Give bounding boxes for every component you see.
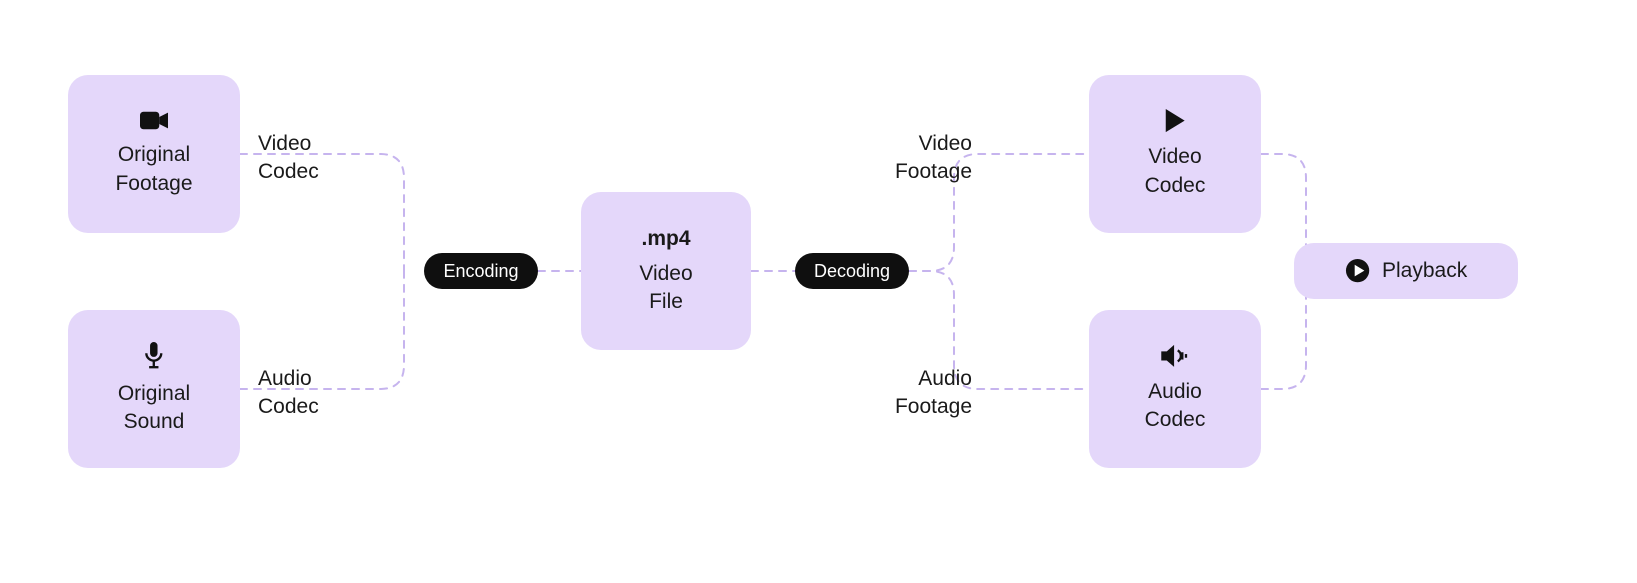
node-audio-codec: Audio Codec (1089, 310, 1261, 468)
mic-icon (144, 342, 164, 370)
edge-label-line: Video (895, 130, 972, 158)
node-label: Footage (115, 170, 192, 198)
node-original-footage: Original Footage (68, 75, 240, 233)
pill-label: Encoding (443, 261, 518, 282)
edge-label-line: Audio (258, 365, 319, 393)
node-label: Codec (1145, 406, 1206, 434)
pill-label: Decoding (814, 261, 890, 282)
node-label: Audio (1148, 378, 1202, 406)
speaker-icon (1161, 344, 1189, 368)
node-original-sound: Original Sound (68, 310, 240, 468)
node-label: File (649, 288, 683, 316)
node-video-codec: Video Codec (1089, 75, 1261, 233)
edge-label-video-codec-left: Video Codec (258, 130, 319, 187)
node-playback: Playback (1294, 243, 1518, 299)
edge-label-line: Footage (895, 158, 972, 186)
node-label: Original (118, 141, 190, 169)
play-icon (1164, 108, 1186, 133)
pill-encoding: Encoding (424, 253, 538, 289)
node-label: Playback (1382, 257, 1467, 285)
node-label: Original (118, 380, 190, 408)
edge-label-audio-codec-left: Audio Codec (258, 365, 319, 422)
node-label: Video (1148, 143, 1201, 171)
edge-label-line: Codec (258, 158, 319, 186)
edge-label-line: Footage (895, 393, 972, 421)
play-circle-icon (1345, 258, 1370, 283)
edge-label-audio-footage: Audio Footage (895, 365, 972, 422)
edge-label-line: Video (258, 130, 319, 158)
node-label: Codec (1145, 172, 1206, 200)
node-label: Video (639, 260, 692, 288)
camera-icon (140, 110, 168, 131)
node-title: .mp4 (641, 225, 690, 253)
pill-decoding: Decoding (795, 253, 909, 289)
diagram-stage: Original Footage Original Sound .mp4 Vid… (0, 0, 1637, 583)
edge-label-video-footage: Video Footage (895, 130, 972, 187)
node-mp4: .mp4 Video File (581, 192, 751, 350)
edge-label-line: Codec (258, 393, 319, 421)
edge-label-line: Audio (895, 365, 972, 393)
node-label: Sound (124, 408, 185, 436)
